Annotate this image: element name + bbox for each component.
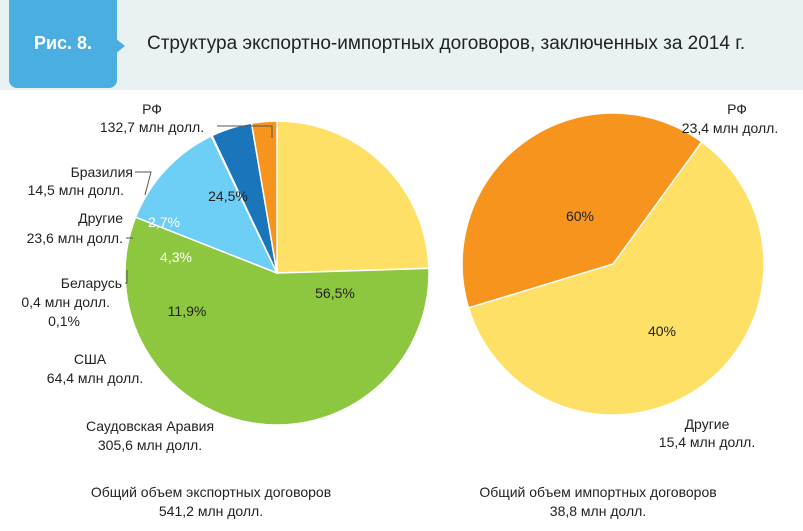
import-pct-other: 40% (648, 323, 676, 339)
import-pie-slice-rf (467, 140, 765, 416)
export-pie-slice-usa (134, 134, 279, 275)
export-label-saudi-value: 305,6 млн долл. (98, 437, 202, 453)
import-pct-rf: 60% (566, 208, 594, 224)
leader-belarus (125, 270, 128, 284)
export-pct-other: 4,3% (160, 249, 192, 265)
export-pie-chart (124, 120, 430, 426)
export-label-rf-value: 132,7 млн долл. (100, 119, 204, 135)
export-label-brazil-value: 14,5 млн долл. (28, 182, 124, 198)
export-label-other-name: Другие (78, 210, 123, 226)
export-pie-slice-saudi (124, 216, 430, 426)
figure-number: Рис. 8. (33, 33, 93, 53)
export-label-belarus-name: Беларусь (61, 275, 122, 291)
export-caption-line1: Общий объем экспортных договоров (91, 484, 331, 500)
import-label-other-name: Другие (685, 416, 730, 432)
export-pie-slice-brazil (250, 120, 278, 274)
leader-brazil (135, 171, 152, 196)
import-label-rf-name: РФ (727, 101, 747, 117)
export-pct-usa: 11,9% (168, 303, 207, 319)
figure-title: Структура экспортно-импортных договоров,… (147, 33, 746, 54)
export-label-other-value: 23,6 млн долл. (27, 230, 123, 246)
import-caption-line1: Общий объем импортных договоров (479, 484, 716, 500)
figure-number-badge: Рис. 8. (9, 0, 117, 88)
import-label-other-value: 15,4 млн долл. (659, 434, 755, 450)
import-label-rf-value: 23,4 млн долл. (682, 120, 778, 136)
export-pct-saudi: 56,5% (315, 285, 355, 301)
export-label-saudi-name: Саудовская Аравия (86, 418, 214, 434)
export-leader-lines (125, 125, 273, 284)
badge-arrow-icon (115, 38, 125, 54)
export-label-usa-value: 64,4 млн долл. (47, 370, 143, 386)
export-label-brazil-name: Бразилия (71, 164, 133, 180)
leader-rf (217, 125, 273, 138)
export-caption-line2: 541,2 млн долл. (159, 503, 263, 519)
export-pct-rf: 24,5% (208, 188, 248, 204)
import-pie-chart (461, 112, 765, 416)
export-pie-slice-rf (276, 120, 430, 274)
export-label-rf-name: РФ (142, 101, 162, 117)
export-pct-brazil: 2,7% (148, 214, 180, 230)
figure-header: Рис. 8. Структура экспортно-импортных до… (0, 0, 803, 90)
export-label-usa-name: США (74, 351, 107, 367)
export-label-belarus-percent: 0,1% (48, 313, 80, 329)
export-label-belarus-value: 0,4 млн долл. (21, 294, 110, 310)
import-caption-line2: 38,8 млн долл. (550, 503, 646, 519)
import-pie-slice-other (461, 112, 703, 309)
